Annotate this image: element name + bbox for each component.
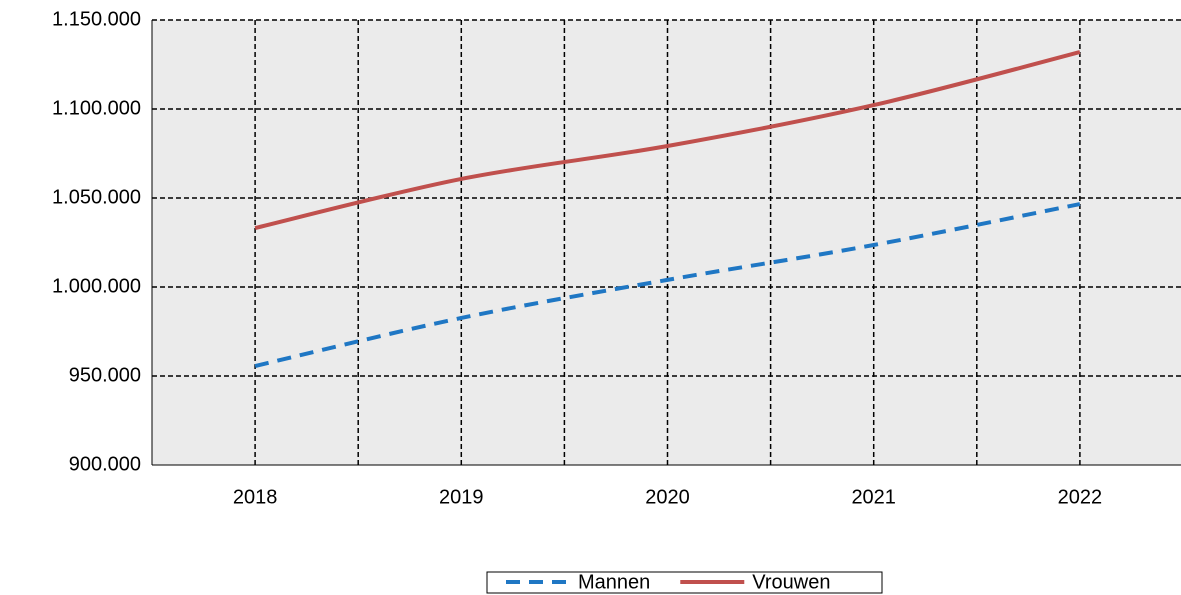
y-tick-label: 1.050.000 [52,186,141,208]
legend-label: Mannen [578,571,650,593]
y-tick-label: 1.000.000 [52,275,141,297]
legend: Mannen Vrouwen [486,571,883,594]
y-tick-label: 950.000 [69,364,141,386]
x-tick-label: 2021 [851,486,896,508]
legend-label: Vrouwen [752,571,830,593]
x-tick-label: 2020 [645,486,690,508]
plot-area [152,20,1181,465]
series-line [254,50,1081,231]
series-line [254,202,1081,368]
x-tick-label: 2018 [233,486,278,508]
x-tick-label: 2022 [1058,486,1103,508]
y-tick-label: 900.000 [69,453,141,475]
x-tick-label: 2019 [439,486,484,508]
y-tick-label: 1.100.000 [52,97,141,119]
y-tick-label: 1.150.000 [52,8,141,30]
